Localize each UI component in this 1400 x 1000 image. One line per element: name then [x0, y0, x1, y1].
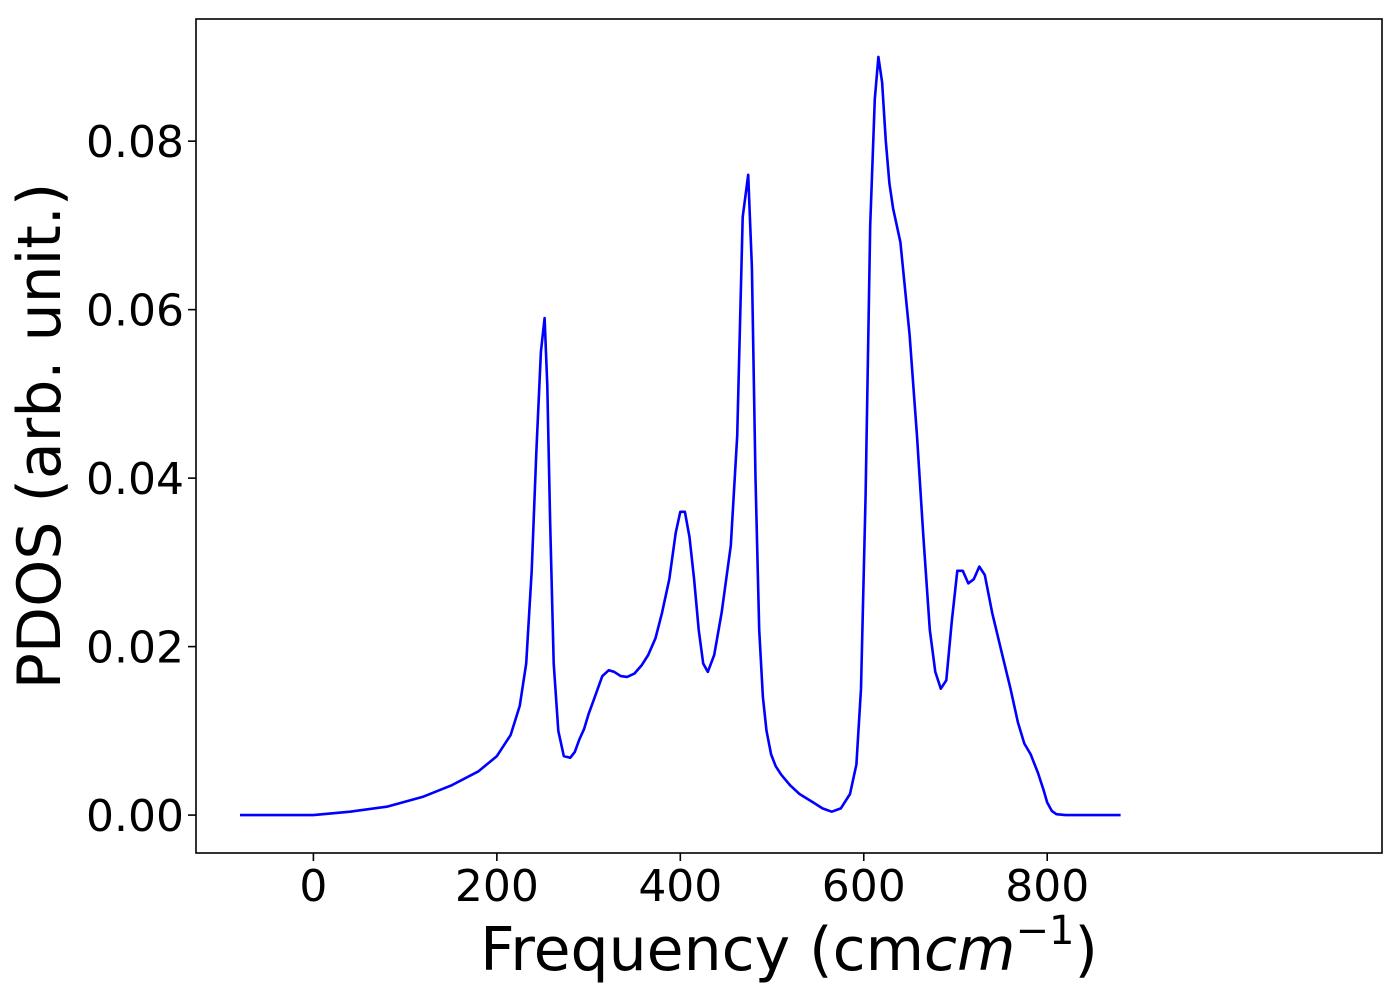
- x-tick-label: 0: [299, 861, 327, 912]
- y-tick-label: 0.06: [86, 286, 184, 337]
- x-axis-label-text: Frequency (cm: [480, 915, 924, 985]
- x-axis-label-superscript: −1: [1015, 908, 1074, 954]
- y-axis-ticks: 0.00 0.02 0.04 0.06 0.08: [86, 117, 196, 842]
- x-tick-label: 600: [822, 861, 906, 912]
- x-tick-label: 200: [455, 861, 539, 912]
- x-axis-ticks: 0 200 400 600 800: [299, 853, 1089, 912]
- x-axis-label: Frequency (cmcm−1): [480, 908, 1098, 985]
- pdos-series-line: [240, 55, 1121, 817]
- y-tick-label: 0.00: [86, 791, 184, 842]
- plot-area: [240, 55, 1121, 817]
- axes-frame: [195, 18, 1383, 854]
- y-axis-label: PDOS (arb. unit.): [5, 183, 75, 690]
- x-axis-label-math: cm: [924, 915, 1015, 985]
- x-tick-label: 800: [1005, 861, 1089, 912]
- x-axis-label-close-paren: ): [1074, 915, 1097, 985]
- x-tick-label: 400: [638, 861, 722, 912]
- y-tick-label: 0.04: [86, 454, 184, 505]
- y-tick-label: 0.08: [86, 117, 184, 168]
- y-tick-label: 0.02: [86, 623, 184, 674]
